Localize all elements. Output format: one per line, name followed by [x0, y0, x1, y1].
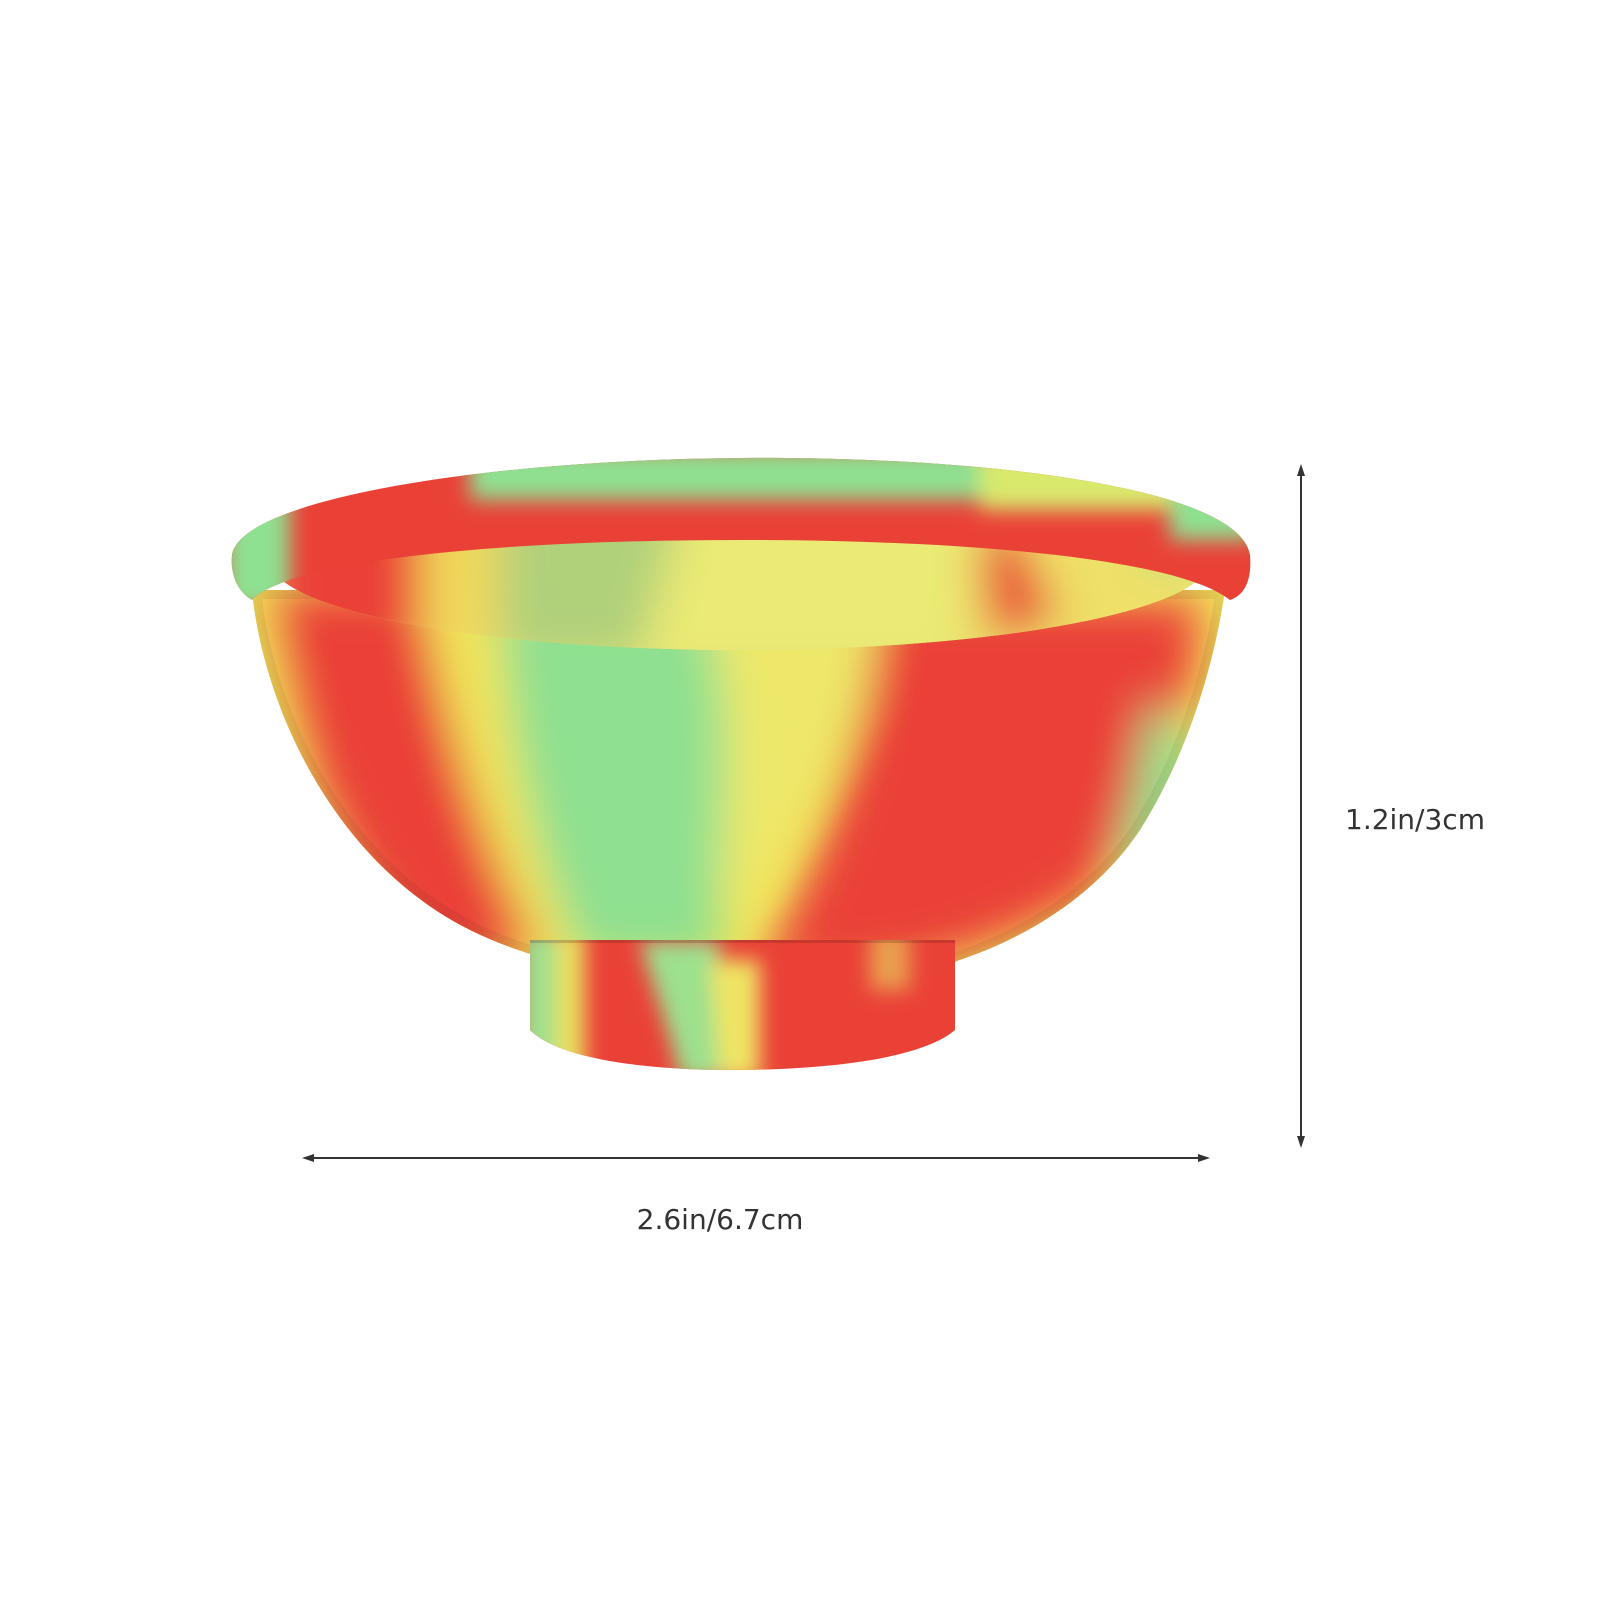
height-dimension-line [1297, 464, 1305, 1148]
width-dimension-line [302, 1154, 1210, 1162]
height-dimension-label: 1.2in/3cm [1345, 803, 1485, 836]
width-dimension-label: 2.6in/6.7cm [636, 1203, 804, 1236]
bowl-foot [530, 940, 955, 1070]
